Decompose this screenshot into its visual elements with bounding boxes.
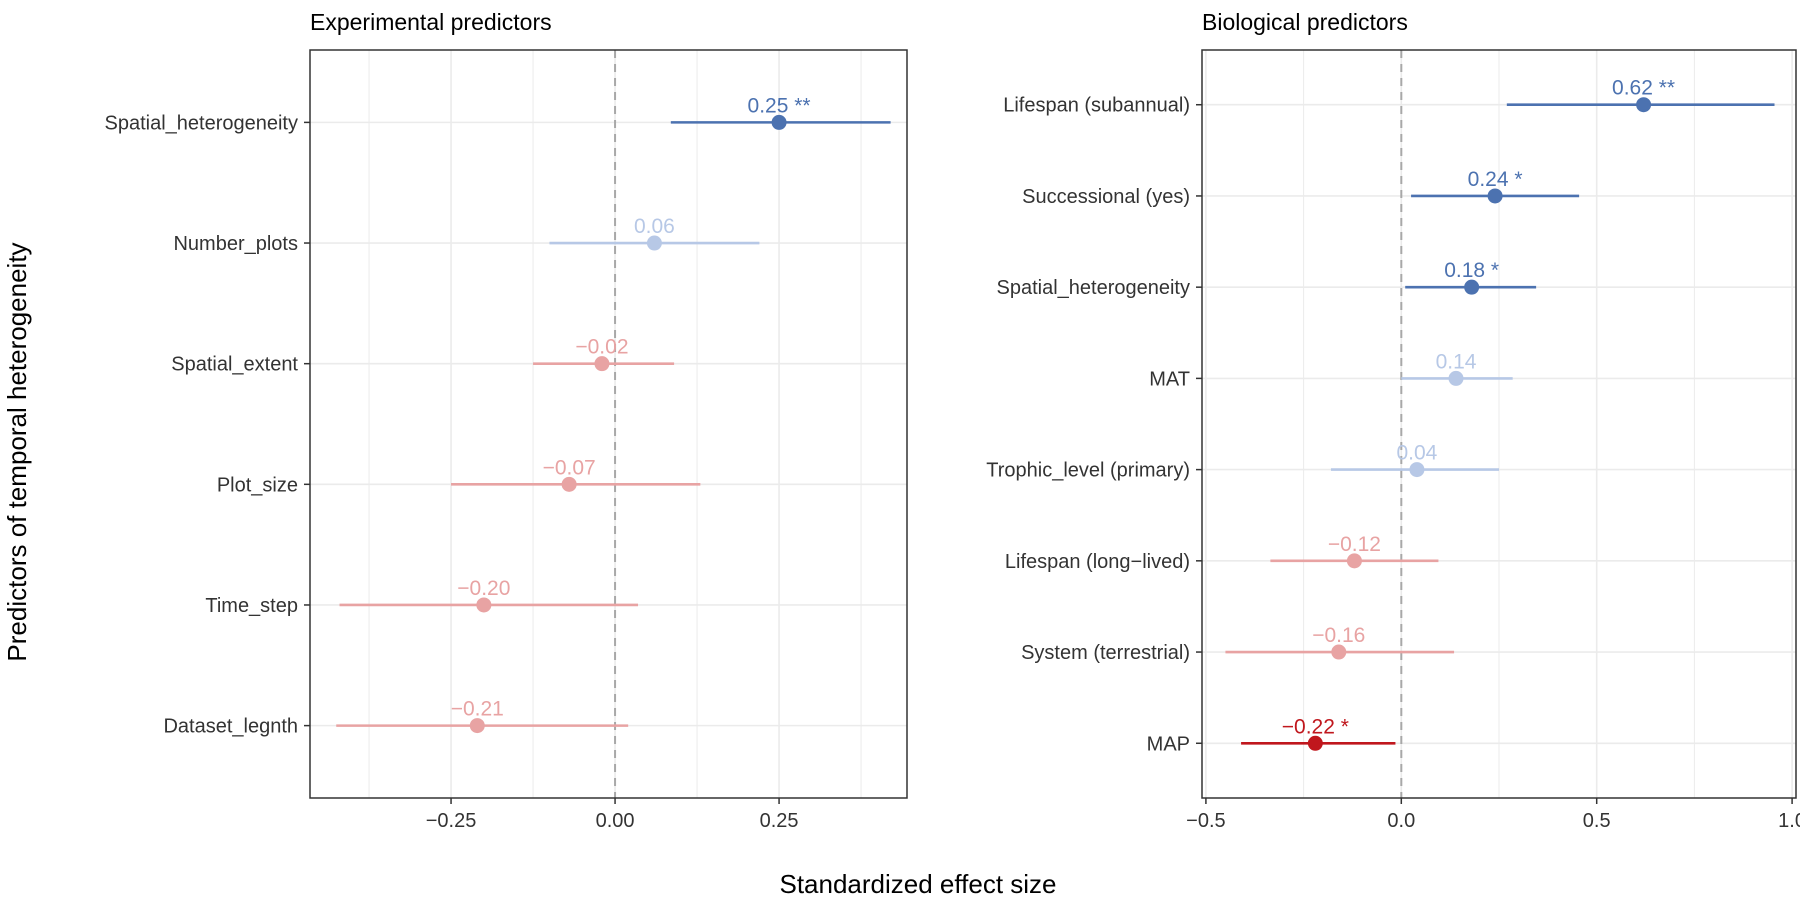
panel1-estimate-point xyxy=(594,356,610,372)
panel2-border xyxy=(1201,49,1797,799)
panel1-category-label: Plot_size xyxy=(217,474,298,496)
panel2-estimate-label: 0.04 xyxy=(1396,442,1437,465)
panel1-x-tick-label: 0.00 xyxy=(596,810,635,832)
panel2-estimate-point xyxy=(1409,462,1425,478)
panel1-group: 0.25 ** Spatial_heterogeneity 0.06 Number_p… xyxy=(105,9,908,832)
panel1-x-tick-label: −0.25 xyxy=(426,810,477,832)
panel2-category-label: Successional (yes) xyxy=(1022,186,1190,208)
panel1-estimate-point xyxy=(561,476,577,492)
panel1-estimate-point xyxy=(646,235,662,251)
panel2-category-label: MAT xyxy=(1149,368,1190,390)
panel2-estimate-point xyxy=(1346,553,1362,569)
panel1-estimate-label: −0.21 xyxy=(451,698,504,721)
panel1-estimate-point xyxy=(476,597,492,613)
panel2-estimate-label: −0.12 xyxy=(1328,533,1381,556)
panel1-estimate-point xyxy=(469,718,485,734)
panel2-x-tick-label: 0.5 xyxy=(1583,810,1611,832)
panel2-estimate-label: −0.22 * xyxy=(1282,715,1349,738)
panel1-estimate-label: 0.25 ** xyxy=(748,94,811,117)
panel2-estimate-label: 0.18 * xyxy=(1444,259,1499,282)
panel2-estimate-label: 0.62 ** xyxy=(1612,77,1675,100)
x-axis-title: Standardized effect size xyxy=(779,869,1056,899)
y-axis-title: Predictors of temporal heterogeneity xyxy=(2,242,32,661)
panel1-category-label: Dataset_legnth xyxy=(163,716,298,738)
panel1-border xyxy=(309,49,908,799)
panel2-estimate-point xyxy=(1331,644,1347,660)
panel2-x-tick-label: 0.0 xyxy=(1387,810,1415,832)
panel1-category-label: Time_step xyxy=(205,595,298,617)
panel2-category-label: System (terrestrial) xyxy=(1021,642,1190,664)
panel2-estimate-label: −0.16 xyxy=(1312,624,1365,647)
panel2-estimate-point xyxy=(1487,188,1503,204)
panel2-category-label: Lifespan (long−lived) xyxy=(1005,551,1190,573)
panel2-category-label: MAP xyxy=(1147,733,1190,755)
panel2-x-tick-label: −0.5 xyxy=(1186,810,1225,832)
panel2-group: 0.62 ** Lifespan (subannual) 0.24 * Success… xyxy=(986,9,1800,832)
panel2-category-label: Trophic_level (primary) xyxy=(986,460,1190,482)
panel1-category-label: Spatial_extent xyxy=(171,354,298,376)
panel2-x-tick-label: 1.0 xyxy=(1778,810,1800,832)
panel1-estimate-label: −0.07 xyxy=(543,456,596,479)
panel2-category-label: Lifespan (subannual) xyxy=(1003,95,1190,117)
panel1-category-label: Spatial_heterogeneity xyxy=(105,112,298,134)
panel2-estimate-point xyxy=(1448,370,1464,386)
panel2-title: Biological predictors xyxy=(1202,9,1408,35)
panel2-estimate-point xyxy=(1636,97,1652,113)
panel2-estimate-point xyxy=(1464,279,1480,295)
panel1-estimate-label: 0.06 xyxy=(634,215,675,238)
panel1-background xyxy=(310,50,907,798)
panel2-estimate-label: 0.14 xyxy=(1436,350,1477,373)
panel1-x-tick-label: 0.25 xyxy=(760,810,799,832)
panel2-estimate-label: 0.24 * xyxy=(1468,168,1523,191)
panel1-title: Experimental predictors xyxy=(310,9,552,35)
panel1-estimate-label: −0.02 xyxy=(575,336,628,359)
panel2-category-label: Spatial_heterogeneity xyxy=(997,277,1190,299)
panel1-estimate-label: −0.20 xyxy=(457,577,510,600)
panel1-estimate-point xyxy=(771,114,787,130)
panel2-estimate-point xyxy=(1307,735,1323,751)
panel1-category-label: Number_plots xyxy=(173,233,298,255)
